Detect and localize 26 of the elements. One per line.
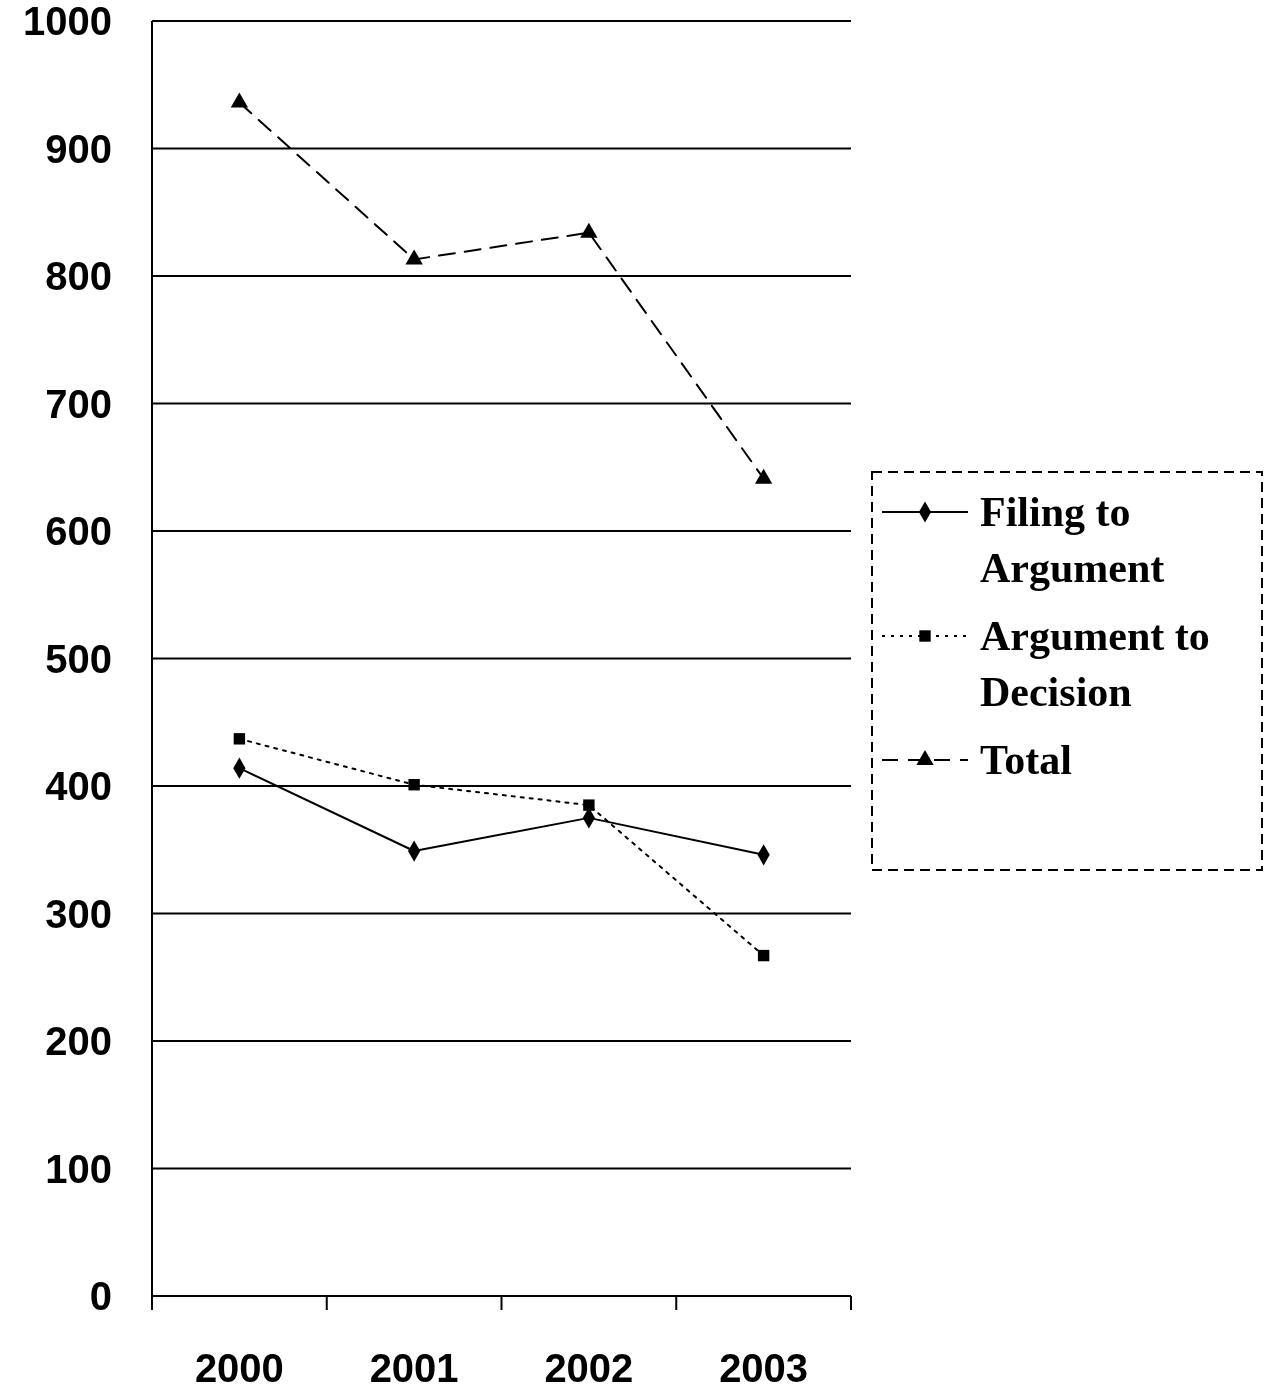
x-tick-label: 2000 (194, 1346, 284, 1390)
x-tick-label: 2001 (369, 1346, 459, 1390)
y-tick-label: 400 (45, 764, 112, 808)
point (408, 779, 420, 791)
y-tick-label: 0 (89, 1274, 112, 1318)
legend-label: Argument to Decision (980, 613, 1210, 715)
y-tick-label: 800 (45, 254, 112, 298)
x-tick-label: 2002 (544, 1346, 634, 1390)
y-tick-label: 1000 (23, 0, 112, 43)
point (580, 222, 598, 238)
y-tick-label: 900 (45, 126, 112, 171)
y-tick-label: 500 (45, 636, 112, 681)
legend-label: Total (980, 737, 1072, 783)
y-tick-label: 300 (45, 891, 112, 936)
y-tick-label: 700 (45, 381, 112, 426)
legend-label: Filing to Argument (980, 489, 1165, 591)
y-tick-label: 200 (45, 1019, 112, 1063)
x-tick-label: 2003 (719, 1346, 809, 1390)
point (583, 799, 595, 811)
point (405, 249, 423, 265)
point (230, 92, 249, 108)
point (233, 733, 246, 745)
y-tick-label: 600 (45, 509, 112, 553)
point (754, 468, 773, 484)
y-tick-label: 100 (45, 1146, 112, 1191)
point (757, 949, 770, 962)
